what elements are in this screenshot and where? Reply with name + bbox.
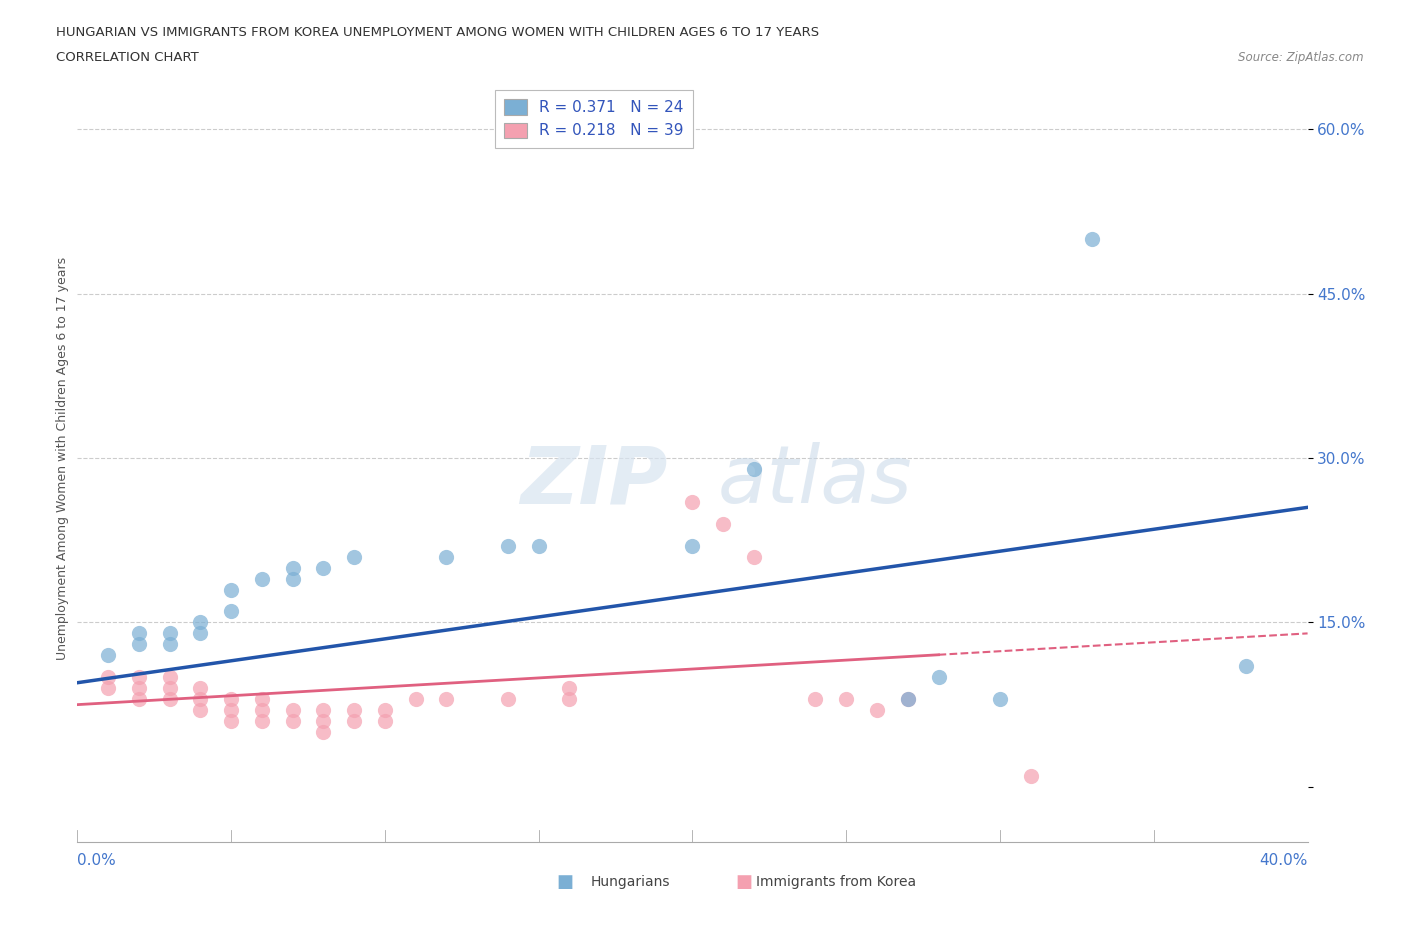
- Point: [496, 538, 519, 553]
- Point: [219, 604, 242, 619]
- Point: [711, 516, 734, 531]
- Point: [312, 724, 335, 739]
- Legend: R = 0.371   N = 24, R = 0.218   N = 39: R = 0.371 N = 24, R = 0.218 N = 39: [495, 89, 693, 148]
- Point: [835, 692, 858, 707]
- Text: ■: ■: [735, 872, 752, 891]
- Point: [281, 560, 304, 575]
- Point: [281, 571, 304, 586]
- Point: [496, 692, 519, 707]
- Point: [682, 538, 704, 553]
- Point: [128, 637, 150, 652]
- Point: [188, 681, 212, 696]
- Point: [374, 703, 396, 718]
- Point: [343, 703, 366, 718]
- Text: ■: ■: [557, 872, 574, 891]
- Point: [988, 692, 1011, 707]
- Point: [343, 713, 366, 728]
- Point: [312, 703, 335, 718]
- Point: [188, 692, 212, 707]
- Point: [97, 648, 120, 663]
- Point: [742, 550, 765, 565]
- Point: [928, 670, 950, 684]
- Point: [219, 713, 242, 728]
- Point: [188, 626, 212, 641]
- Point: [312, 713, 335, 728]
- Point: [312, 560, 335, 575]
- Point: [804, 692, 827, 707]
- Text: Source: ZipAtlas.com: Source: ZipAtlas.com: [1239, 51, 1364, 64]
- Point: [97, 670, 120, 684]
- Y-axis label: Unemployment Among Women with Children Ages 6 to 17 years: Unemployment Among Women with Children A…: [56, 257, 69, 659]
- Text: 0.0%: 0.0%: [77, 853, 117, 868]
- Point: [897, 692, 920, 707]
- Point: [1019, 768, 1042, 783]
- Point: [219, 692, 242, 707]
- Point: [250, 713, 273, 728]
- Point: [405, 692, 427, 707]
- Point: [1234, 658, 1257, 673]
- Point: [128, 670, 150, 684]
- Point: [682, 495, 704, 510]
- Point: [281, 713, 304, 728]
- Point: [558, 681, 581, 696]
- Point: [159, 637, 181, 652]
- Point: [374, 713, 396, 728]
- Point: [558, 692, 581, 707]
- Point: [219, 703, 242, 718]
- Point: [1081, 232, 1104, 246]
- Text: 40.0%: 40.0%: [1260, 853, 1308, 868]
- Text: ZIP: ZIP: [520, 442, 668, 520]
- Point: [188, 703, 212, 718]
- Point: [527, 538, 550, 553]
- Point: [128, 692, 150, 707]
- Point: [159, 626, 181, 641]
- Point: [128, 626, 150, 641]
- Point: [188, 615, 212, 630]
- Text: Hungarians: Hungarians: [591, 874, 671, 889]
- Text: HUNGARIAN VS IMMIGRANTS FROM KOREA UNEMPLOYMENT AMONG WOMEN WITH CHILDREN AGES 6: HUNGARIAN VS IMMIGRANTS FROM KOREA UNEMP…: [56, 26, 820, 39]
- Text: CORRELATION CHART: CORRELATION CHART: [56, 51, 200, 64]
- Point: [250, 703, 273, 718]
- Point: [250, 571, 273, 586]
- Text: atlas: atlas: [718, 442, 912, 520]
- Point: [250, 692, 273, 707]
- Point: [128, 681, 150, 696]
- Point: [343, 550, 366, 565]
- Point: [159, 692, 181, 707]
- Point: [436, 550, 458, 565]
- Point: [897, 692, 920, 707]
- Point: [436, 692, 458, 707]
- Point: [281, 703, 304, 718]
- Point: [866, 703, 889, 718]
- Point: [219, 582, 242, 597]
- Point: [742, 461, 765, 476]
- Point: [159, 681, 181, 696]
- Point: [159, 670, 181, 684]
- Text: Immigrants from Korea: Immigrants from Korea: [756, 874, 917, 889]
- Point: [97, 681, 120, 696]
